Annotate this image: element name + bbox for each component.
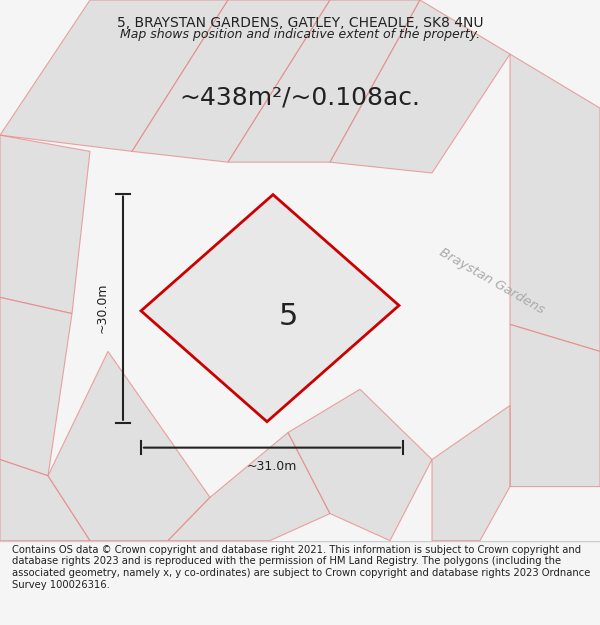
Polygon shape xyxy=(168,432,330,541)
Text: ~438m²/~0.108ac.: ~438m²/~0.108ac. xyxy=(179,85,421,109)
Text: Map shows position and indicative extent of the property.: Map shows position and indicative extent… xyxy=(120,28,480,41)
Polygon shape xyxy=(432,406,510,541)
Polygon shape xyxy=(288,389,432,541)
Text: 5, BRAYSTAN GARDENS, GATLEY, CHEADLE, SK8 4NU: 5, BRAYSTAN GARDENS, GATLEY, CHEADLE, SK… xyxy=(117,16,483,29)
Text: ~30.0m: ~30.0m xyxy=(95,283,109,333)
Polygon shape xyxy=(0,135,90,314)
Text: ~31.0m: ~31.0m xyxy=(247,460,297,473)
Polygon shape xyxy=(0,298,72,476)
Polygon shape xyxy=(0,459,90,541)
Text: Contains OS data © Crown copyright and database right 2021. This information is : Contains OS data © Crown copyright and d… xyxy=(12,545,590,589)
Polygon shape xyxy=(228,0,420,162)
Polygon shape xyxy=(510,324,600,486)
Polygon shape xyxy=(132,0,330,162)
Text: 5: 5 xyxy=(278,302,298,331)
Polygon shape xyxy=(330,0,510,173)
Polygon shape xyxy=(48,351,210,541)
Text: Braystan Gardens: Braystan Gardens xyxy=(437,246,547,316)
Polygon shape xyxy=(0,0,228,151)
Polygon shape xyxy=(510,54,600,351)
Polygon shape xyxy=(141,194,399,422)
